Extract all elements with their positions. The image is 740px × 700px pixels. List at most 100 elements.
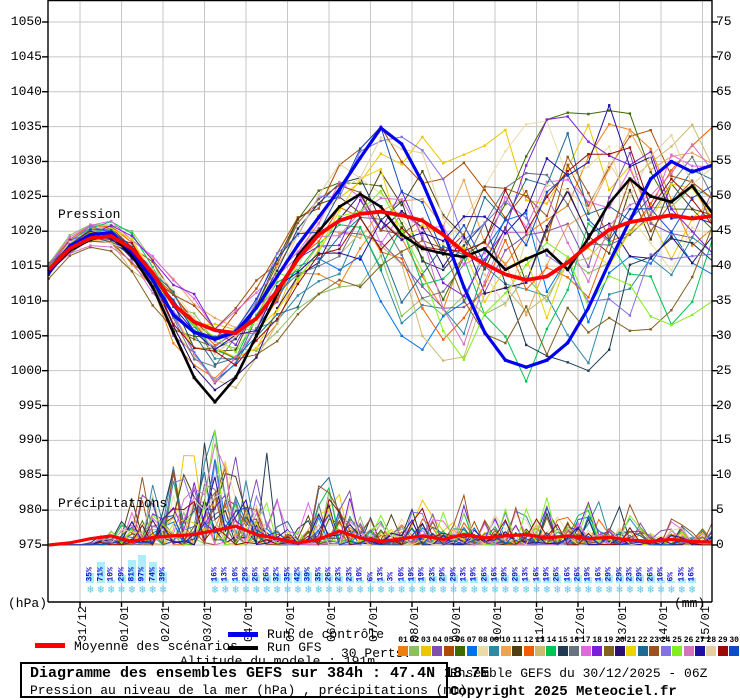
mean-legend-label: Moyenne des scénarios [74,639,238,654]
snowflake-icon: ❄ [512,585,520,597]
snow-prob-highlight [325,575,334,583]
y-axis-tick-label: 1040 [10,83,42,99]
snow-prob-label: 19% [583,567,593,582]
copyright-label: Copyright 2025 Meteociel.fr [450,684,677,700]
snow-prob-label: 19% [407,567,417,582]
pert-number: 21 [626,636,637,645]
y-axis-tick-label: 1050 [10,14,42,29]
snow-prob-label: 29% [500,567,510,582]
snow-prob-label: 19% [417,567,427,582]
mm-axis-tick-label: 70 [716,48,732,64]
pert-color-swatch [706,646,717,656]
mm-axis-tick-label: 5 [716,502,724,518]
snow-prob-highlight [221,579,230,583]
pert-color-swatch [489,646,500,656]
mm-axis-tick-label: 30 [716,327,732,343]
snow-prob-label: 10% [656,567,666,582]
snowflake-icon: ❄ [470,585,478,597]
pert-color-swatch [409,646,420,656]
axis-frame [42,0,718,607]
pert-number: 05 [443,636,454,645]
snow-prob-label: 26% [324,567,334,582]
chart-title: Diagramme des ensembles GEFS sur 384h : … [30,665,490,682]
date-label: 01/01 [117,605,132,642]
snow-prob-label: 29% [117,567,127,582]
snowflake-icon: ❄ [211,585,219,597]
snow-prob-label: 29% [241,567,251,582]
mm-axis-tick-label: 45 [716,223,732,239]
snow-prob-label: 19% [469,567,479,582]
mm-axis-tick-label: 35 [716,292,732,308]
snow-prob-highlight [646,575,655,583]
snow-prob-label: 23% [428,567,438,582]
snowflake-icon: ❄ [377,585,385,597]
snowflake-icon: ❄ [138,585,146,597]
snow-prob-highlight [480,575,489,583]
snow-prob-label: 26% [573,567,583,582]
pert-number: 23 [649,636,660,645]
pert-number: 09 [489,636,500,645]
snow-prob-highlight [522,579,531,583]
y-axis-tick-label: 985 [18,467,42,483]
snow-prob-label: 13% [220,567,230,582]
snow-prob-highlight [439,575,448,583]
member-pressure-line [48,212,712,382]
pert-color-swatch [717,646,728,656]
control-legend-label: Run de contrôle [267,627,385,642]
pert-number: 18 [592,636,602,645]
snowflake-icon: ❄ [450,585,457,597]
snowflake-icon: ❄ [387,585,395,597]
snow-prob-highlight [449,575,458,583]
pert-color-swatch [443,646,454,656]
snowflake-icon: ❄ [533,585,540,597]
y-axis-tick-label: 1015 [10,258,42,274]
member-precip-line [48,506,712,546]
snow-prob-highlight [408,577,417,583]
pert-color-swatch [569,646,580,656]
mm-axis-tick-label: 40 [716,258,732,274]
snow-prob-label: 16% [594,567,604,582]
snow-prob-highlight [553,575,562,583]
snow-prob-label: 26% [262,567,272,582]
snow-prob-highlight [283,573,292,583]
snow-prob-label: 29% [438,567,448,582]
title-box: Diagramme des ensembles GEFS sur 384h : … [20,662,490,698]
snow-prob-highlight [159,572,168,583]
pert-color-swatch [500,646,511,656]
pert-number: 07 [466,636,477,645]
snowflake-icon: ❄ [543,585,551,597]
mm-axis-tick-label: 15 [716,432,732,448]
mean-precip-line [48,524,712,547]
pert-number: 14 [546,636,557,645]
snowflake-icon: ❄ [491,585,499,597]
left-axis-unit: (hPa) [8,596,48,611]
pert-color-swatch [557,646,568,656]
snow-prob-highlight [418,577,427,583]
snow-prob-highlight [231,580,240,583]
snowflake-icon: ❄ [429,585,437,597]
pert-number: 24 [660,636,671,645]
snow-prob-label: 10% [106,567,116,582]
snow-prob-highlight [688,578,697,583]
snowflake-icon: ❄ [284,585,291,597]
snowflake-icon: ❄ [439,585,447,597]
snow-prob-label: 3% [386,571,396,582]
snowflake-icon: ❄ [553,585,561,597]
snow-prob-highlight [262,575,271,583]
y-axis-tick-label: 1010 [10,292,42,308]
gfs-legend-label: Run GFS [267,640,322,655]
snow-prob-label: 16% [532,567,542,582]
snow-prob-highlight [107,580,116,583]
pert-number: 08 [478,636,488,645]
snow-prob-highlight [148,562,157,583]
member-precip-line [48,490,712,546]
pert-number: 16 [569,636,580,645]
snow-prob-highlight [667,581,676,583]
snowflake-icon: ❄ [647,585,654,597]
pert-color-swatch [466,646,477,656]
snow-prob-highlight [293,571,302,583]
snow-prob-label: 19% [542,567,552,582]
snow-prob-highlight [397,580,406,583]
snowflake-icon: ❄ [97,585,105,597]
snow-prob-label: 35% [85,567,95,582]
